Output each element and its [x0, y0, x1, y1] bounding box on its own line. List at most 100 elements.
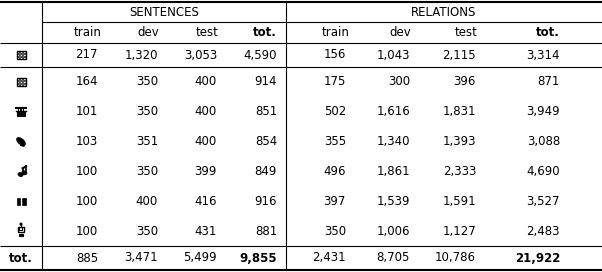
Bar — [23, 51, 25, 53]
Text: train: train — [322, 26, 350, 39]
Text: 3,053: 3,053 — [184, 48, 217, 61]
Text: 2,483: 2,483 — [527, 225, 560, 237]
Text: RELATIONS: RELATIONS — [411, 5, 477, 18]
Bar — [19, 230, 23, 231]
Bar — [16, 57, 19, 59]
Text: 100: 100 — [76, 195, 98, 208]
Bar — [16, 84, 19, 86]
Text: 101: 101 — [76, 105, 98, 118]
Text: 2,431: 2,431 — [312, 252, 346, 264]
Text: 3,088: 3,088 — [527, 135, 560, 148]
Bar — [23, 54, 25, 56]
Text: dev: dev — [389, 26, 411, 39]
Bar — [23, 78, 25, 80]
Text: 2,333: 2,333 — [442, 165, 476, 178]
Text: 350: 350 — [136, 105, 158, 118]
Bar — [23, 57, 25, 59]
Bar — [23, 81, 25, 83]
Text: train: train — [74, 26, 102, 39]
Text: 156: 156 — [324, 48, 346, 61]
Text: 881: 881 — [255, 225, 277, 237]
Bar — [22, 228, 23, 230]
Text: 8,705: 8,705 — [377, 252, 410, 264]
Circle shape — [20, 223, 22, 225]
Bar — [19, 234, 23, 236]
Text: 416: 416 — [194, 195, 217, 208]
Bar — [19, 236, 21, 237]
Text: 1,127: 1,127 — [442, 225, 476, 237]
Text: tot.: tot. — [536, 26, 560, 39]
Text: 350: 350 — [136, 225, 158, 237]
Bar — [23, 108, 24, 111]
Polygon shape — [22, 171, 26, 174]
Text: 3,471: 3,471 — [125, 252, 158, 264]
Text: tot.: tot. — [253, 26, 277, 39]
Text: 1,320: 1,320 — [125, 48, 158, 61]
Text: test: test — [455, 26, 477, 39]
Bar — [22, 236, 23, 237]
Text: 3,949: 3,949 — [526, 105, 560, 118]
Text: SENTENCES: SENTENCES — [129, 5, 199, 18]
Bar — [18, 108, 19, 111]
Text: 10,786: 10,786 — [435, 252, 476, 264]
Bar — [23, 84, 25, 86]
Text: 396: 396 — [454, 75, 476, 88]
Text: 100: 100 — [76, 225, 98, 237]
Bar — [17, 111, 25, 116]
Text: 431: 431 — [194, 225, 217, 237]
Bar — [20, 84, 22, 86]
Bar — [16, 81, 19, 83]
Text: 851: 851 — [255, 105, 277, 118]
Bar — [16, 54, 19, 56]
Text: 1,043: 1,043 — [376, 48, 410, 61]
Text: 4,690: 4,690 — [526, 165, 560, 178]
Text: 1,616: 1,616 — [376, 105, 410, 118]
Bar — [21, 198, 25, 205]
Text: test: test — [196, 26, 219, 39]
Text: 400: 400 — [195, 105, 217, 118]
Text: 2,115: 2,115 — [442, 48, 476, 61]
Text: 400: 400 — [195, 135, 217, 148]
Text: 916: 916 — [255, 195, 277, 208]
Bar — [20, 81, 22, 83]
Bar — [16, 198, 20, 205]
Bar — [19, 228, 20, 230]
Bar — [16, 51, 25, 59]
Bar — [17, 227, 24, 231]
Text: tot.: tot. — [9, 252, 33, 264]
Bar — [16, 78, 25, 86]
Text: 5,499: 5,499 — [184, 252, 217, 264]
Text: 399: 399 — [194, 165, 217, 178]
Text: 164: 164 — [75, 75, 98, 88]
Text: 103: 103 — [76, 135, 98, 148]
Bar — [16, 51, 19, 53]
Text: 397: 397 — [324, 195, 346, 208]
Text: 1,539: 1,539 — [376, 195, 410, 208]
Polygon shape — [19, 173, 23, 176]
Text: 350: 350 — [324, 225, 346, 237]
Text: 1,591: 1,591 — [442, 195, 476, 208]
Text: 21,922: 21,922 — [515, 252, 560, 264]
Text: 4,590: 4,590 — [243, 48, 277, 61]
Text: 175: 175 — [324, 75, 346, 88]
Text: 350: 350 — [136, 75, 158, 88]
Text: 350: 350 — [136, 165, 158, 178]
Text: 3,527: 3,527 — [527, 195, 560, 208]
Text: 1,006: 1,006 — [376, 225, 410, 237]
Text: 849: 849 — [255, 165, 277, 178]
Text: 351: 351 — [135, 135, 158, 148]
Text: 496: 496 — [323, 165, 346, 178]
Text: 355: 355 — [324, 135, 346, 148]
Polygon shape — [17, 138, 25, 145]
Text: 854: 854 — [255, 135, 277, 148]
Text: 400: 400 — [135, 195, 158, 208]
Text: 914: 914 — [255, 75, 277, 88]
Text: 400: 400 — [195, 75, 217, 88]
Bar — [16, 78, 19, 80]
Bar — [20, 51, 22, 53]
Text: 1,861: 1,861 — [376, 165, 410, 178]
Text: 217: 217 — [75, 48, 98, 61]
Text: 1,340: 1,340 — [376, 135, 410, 148]
Text: 1,393: 1,393 — [442, 135, 476, 148]
Bar — [20, 78, 22, 80]
